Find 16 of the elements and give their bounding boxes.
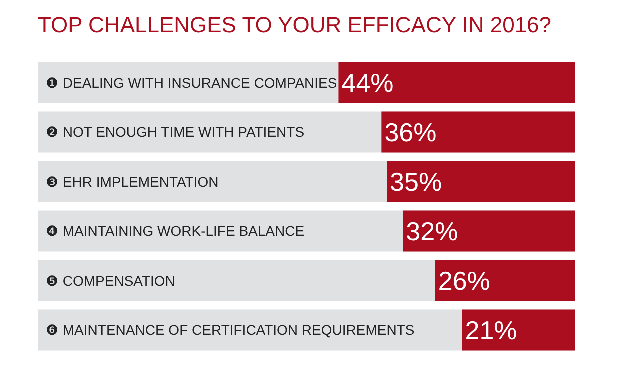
bar [462, 310, 575, 351]
y-tick-label: ❹ MAINTAINING WORK-LIFE BALANCE [46, 223, 305, 239]
data-label: 36% [384, 117, 437, 148]
chart-title: TOP CHALLENGES TO YOUR EFFICACY IN 2016? [38, 12, 552, 38]
data-label: 35% [390, 166, 442, 197]
y-tick-label: ❶ DEALING WITH INSURANCE COMPANIES [46, 75, 338, 91]
y-tick-label: ❺ COMPENSATION [46, 273, 176, 289]
y-tick-label: ❷ NOT ENOUGH TIME WITH PATIENTS [46, 124, 305, 140]
data-label: 44% [342, 68, 394, 98]
bar [403, 210, 575, 252]
y-tick-label: ❻ MAINTENANCE OF CERTIFICATION REQUIREMENTS [46, 322, 415, 338]
y-tick-label: ❸ EHR IMPLEMENTATION [46, 174, 219, 190]
data-label: 21% [465, 315, 518, 346]
data-label: 32% [406, 216, 458, 246]
bar [435, 260, 575, 302]
data-label: 26% [438, 266, 490, 296]
